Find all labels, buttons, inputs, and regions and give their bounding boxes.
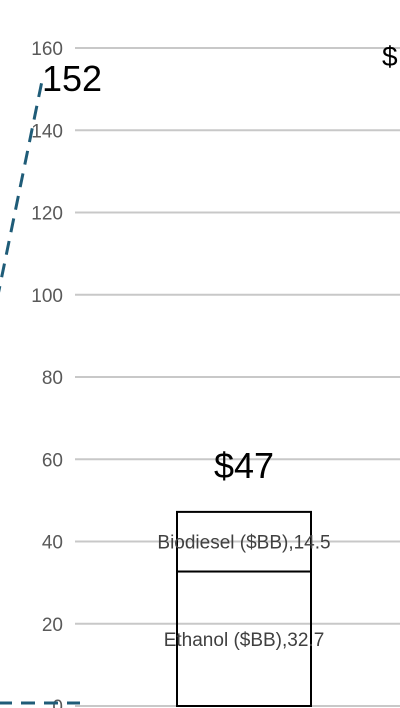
trend-line-group (0, 80, 80, 705)
segment-data-label: Ethanol ($BB),32.7 (164, 630, 325, 651)
segment-data-label: Biodiesel ($BB),14.5 (157, 533, 330, 554)
right-edge-label: $ (382, 41, 398, 72)
y-tick-label: 20 (42, 615, 63, 636)
y-tick-label: 40 (42, 533, 63, 554)
chart-labels: Ethanol ($BB),32.7 Biodiesel ($BB),14.5 $4… (42, 41, 398, 651)
bar-total-label: $47 (214, 445, 274, 486)
y-tick-label: 140 (31, 121, 63, 142)
y-tick-label: 60 (42, 450, 63, 471)
grid-lines (75, 47, 400, 707)
y-axis-ticks: 020406080100120140160 (31, 39, 63, 708)
bars (176, 510, 312, 707)
y-tick-label: 160 (31, 39, 63, 60)
y-tick-label: 80 (42, 368, 63, 389)
y-tick-label: 120 (31, 204, 63, 225)
y-tick-label: 100 (31, 286, 63, 307)
bar-segment (176, 510, 312, 573)
trend-end-label: 152 (42, 58, 102, 99)
